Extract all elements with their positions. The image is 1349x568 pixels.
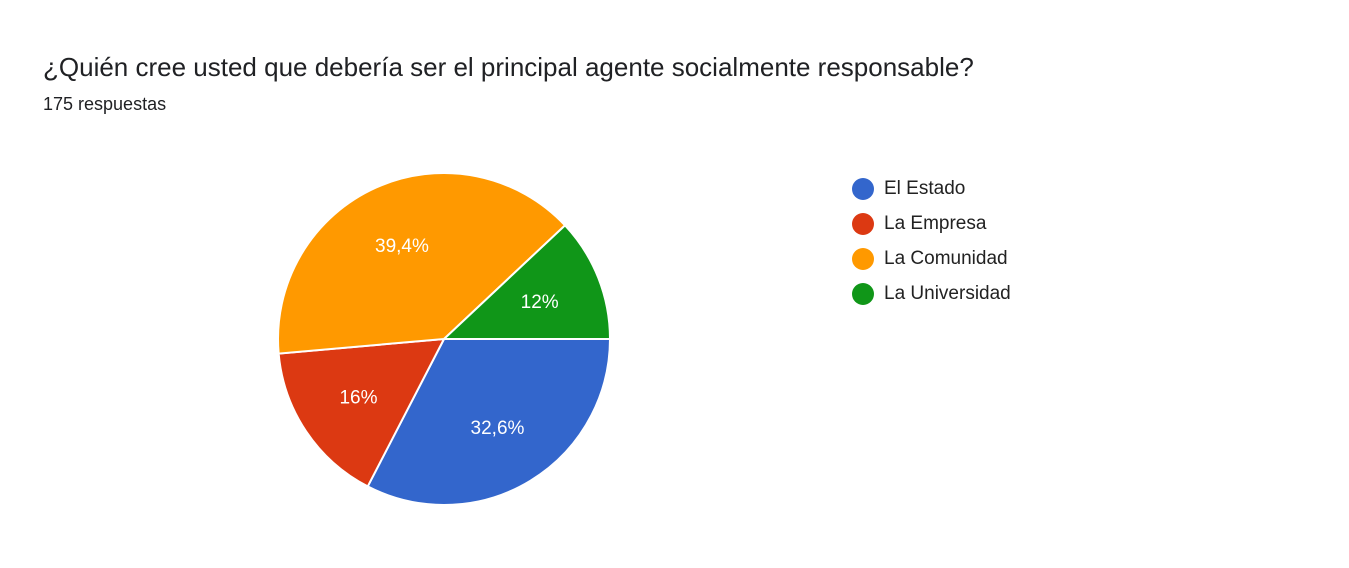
legend-label: El Estado bbox=[884, 177, 966, 199]
pie-slice-la-universidad bbox=[441, 223, 612, 340]
pie-slice-el-estado bbox=[366, 338, 612, 506]
legend-item-el-estado: El Estado bbox=[852, 171, 1011, 206]
pie-slice-la-empresa bbox=[277, 337, 446, 488]
chart-legend: El Estado La Empresa La Comunidad La Univer… bbox=[852, 171, 1011, 311]
slice-label-la-comunidad: 39,4% bbox=[375, 236, 429, 257]
legend-swatch bbox=[852, 247, 874, 270]
legend-item-la-universidad: La Universidad bbox=[852, 276, 1011, 311]
legend-label: La Empresa bbox=[884, 212, 987, 234]
slice-label-el-estado: 32,6% bbox=[471, 418, 525, 439]
legend-label: La Comunidad bbox=[884, 247, 1008, 269]
response-count: 175 respuestas bbox=[43, 94, 167, 114]
slice-label-la-universidad: 12% bbox=[521, 292, 559, 313]
legend-swatch bbox=[852, 177, 874, 200]
chart-title: ¿Quién cree usted que debería ser el pri… bbox=[43, 52, 974, 82]
pie-slice-la-comunidad bbox=[277, 172, 567, 355]
legend-swatch bbox=[852, 282, 874, 305]
legend-item-la-empresa: La Empresa bbox=[852, 206, 1011, 241]
legend-swatch bbox=[852, 212, 874, 235]
slice-label-la-empresa: 16% bbox=[339, 387, 377, 408]
legend-label: La Universidad bbox=[884, 282, 1011, 304]
legend-item-la-comunidad: La Comunidad bbox=[852, 241, 1011, 276]
